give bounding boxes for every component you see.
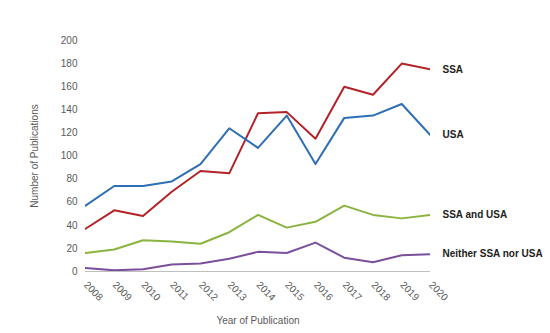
svg-text:80: 80 [66,173,78,184]
svg-text:2009: 2009 [111,279,135,303]
svg-text:Neither SSA nor USA: Neither SSA nor USA [443,248,543,259]
svg-text:2012: 2012 [197,279,221,303]
svg-text:2016: 2016 [312,279,336,303]
svg-text:SSA: SSA [443,64,464,75]
svg-text:2015: 2015 [283,279,307,303]
svg-text:0: 0 [72,266,78,277]
svg-text:2010: 2010 [139,279,163,303]
svg-text:100: 100 [61,150,78,161]
svg-text:40: 40 [66,220,78,231]
svg-text:Year of Publication: Year of Publication [216,315,299,326]
svg-text:60: 60 [66,196,78,207]
svg-text:2019: 2019 [398,279,422,303]
svg-text:2020: 2020 [427,279,451,303]
svg-text:2011: 2011 [168,279,191,302]
svg-text:2014: 2014 [254,279,278,303]
svg-text:Number of Publications: Number of Publications [29,104,40,207]
svg-text:SSA and USA: SSA and USA [443,209,508,220]
svg-text:20: 20 [66,243,78,254]
svg-text:2018: 2018 [369,279,393,303]
svg-text:140: 140 [61,104,78,115]
svg-text:USA: USA [443,129,464,140]
svg-text:200: 200 [61,35,78,46]
svg-text:120: 120 [61,127,78,138]
svg-text:180: 180 [61,58,78,69]
svg-text:2008: 2008 [82,279,106,303]
svg-text:2017: 2017 [341,279,365,303]
svg-text:2013: 2013 [226,279,250,303]
svg-text:160: 160 [61,81,78,92]
